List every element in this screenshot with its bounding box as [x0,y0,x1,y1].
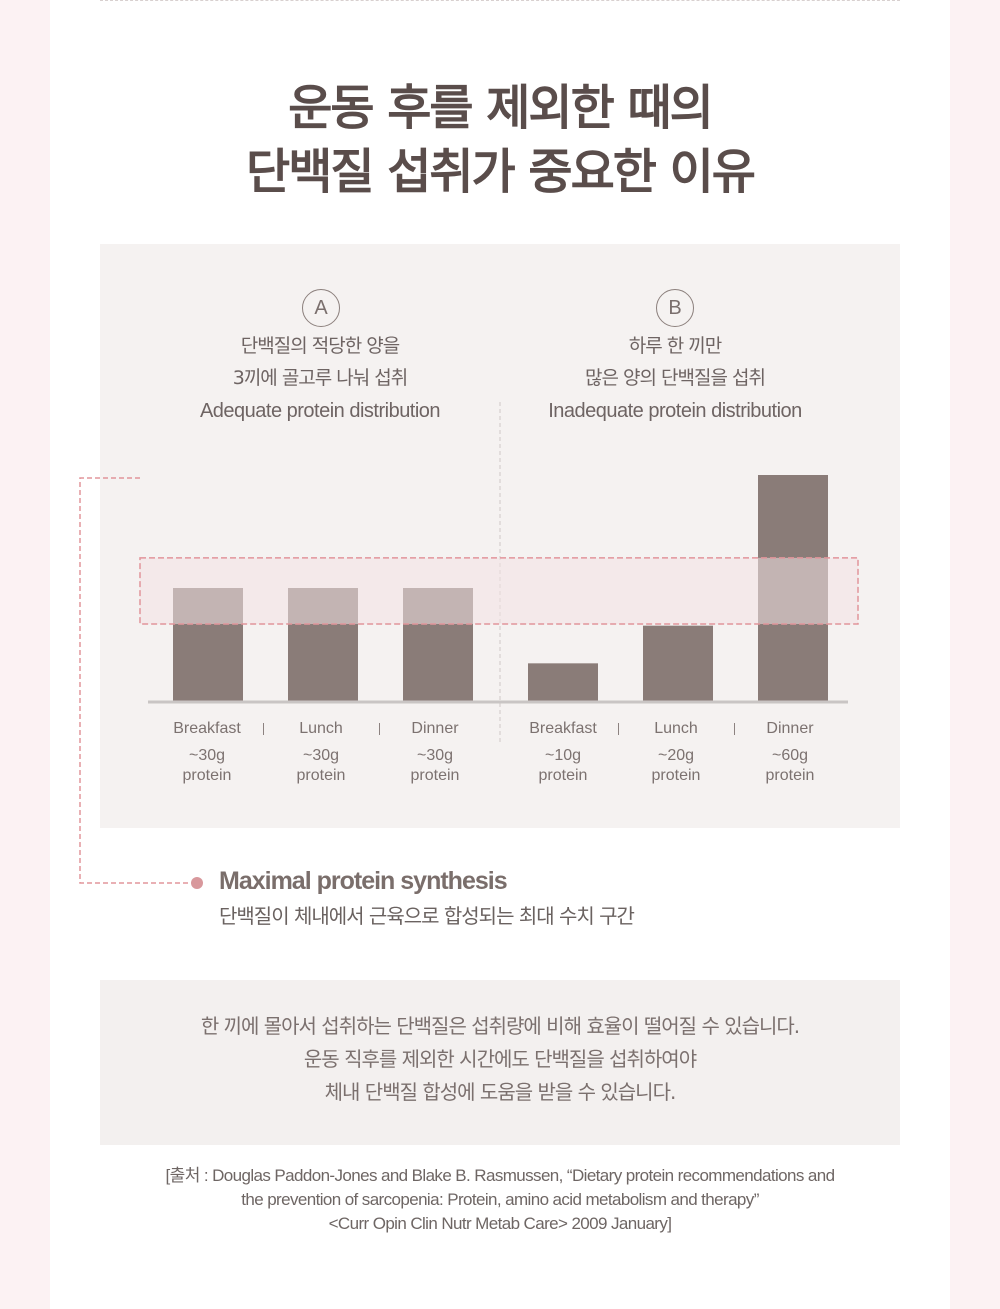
category-label: Dinner ~60g protein [765,720,815,784]
bar-b-breakfast [528,663,598,701]
category-label: Breakfast ~30g protein [173,720,241,784]
group-a-kr-line1: 단백질의 적당한 양을 [240,335,400,357]
page-title-line2: 단백질 섭취가 중요한 이유 [246,144,756,200]
chart-panel: A 단백질의 적당한 양을 3끼에 골고루 나눠 섭취 Adequate pro… [100,244,900,828]
group-a-en: Adequate protein distribution [199,400,441,422]
maximal-synthesis-band [139,557,859,625]
legend-marker [191,877,203,889]
page: 운동 후를 제외한 때의 단백질 섭취가 중요한 이유 A 단백질의 적당한 양… [50,0,950,1309]
label-separator [618,723,619,735]
group-b-kr-line1: 하루 한 끼만 [628,335,722,357]
note-line2: 운동 직후를 제외한 시간에도 단백질을 섭취하여야 [303,1047,697,1071]
group-a-text: 단백질의 적당한 양을 3끼에 골고루 나눠 섭취 Adequate prote… [140,330,500,423]
label-separator [734,723,735,735]
bar-chart [139,402,859,744]
top-divider [100,0,900,1]
legend-connector [79,477,191,884]
legend-title: Maximal protein synthesis [219,867,508,895]
label-separator [379,723,380,735]
group-b-kr-line2: 많은 양의 단백질을 섭취 [585,367,766,389]
group-b-text: 하루 한 끼만 많은 양의 단백질을 섭취 Inadequate protein… [495,330,855,423]
category-label: Dinner ~30g protein [410,720,460,784]
category-label: Breakfast ~10g protein [529,720,597,784]
page-title-line1: 운동 후를 제외한 때의 [288,80,714,136]
bars-group [139,475,859,701]
source-line1: [출처 : Douglas Paddon-Jones and Blake B. … [165,1166,836,1185]
category-label: Lunch ~20g protein [651,720,701,784]
category-label: Lunch ~30g protein [296,720,346,784]
group-a-kr-line2: 3끼에 골고루 나눠 섭취 [232,367,409,389]
label-separator [263,723,264,735]
source-line3: <Curr Opin Clin Nutr Metab Care> 2009 Ja… [328,1214,672,1233]
group-b-badge: B [656,289,694,327]
source-citation: [출처 : Douglas Paddon-Jones and Blake B. … [80,1164,920,1236]
source-line2: the prevention of sarcopenia: Protein, a… [241,1190,759,1209]
note-panel: 한 끼에 몰아서 섭취하는 단백질은 섭취량에 비해 효율이 떨어질 수 있습니… [100,980,900,1145]
group-b-en: Inadequate protein distribution [548,400,802,422]
bar-b-lunch [643,625,713,701]
legend-description: 단백질이 체내에서 근육으로 합성되는 최대 수치 구간 [219,904,635,928]
note-line3: 체내 단백질 합성에 도움을 받을 수 있습니다. [324,1080,677,1104]
note-line1: 한 끼에 몰아서 섭취하는 단백질은 섭취량에 비해 효율이 떨어질 수 있습니… [200,1014,800,1038]
group-a-badge: A [302,289,340,327]
